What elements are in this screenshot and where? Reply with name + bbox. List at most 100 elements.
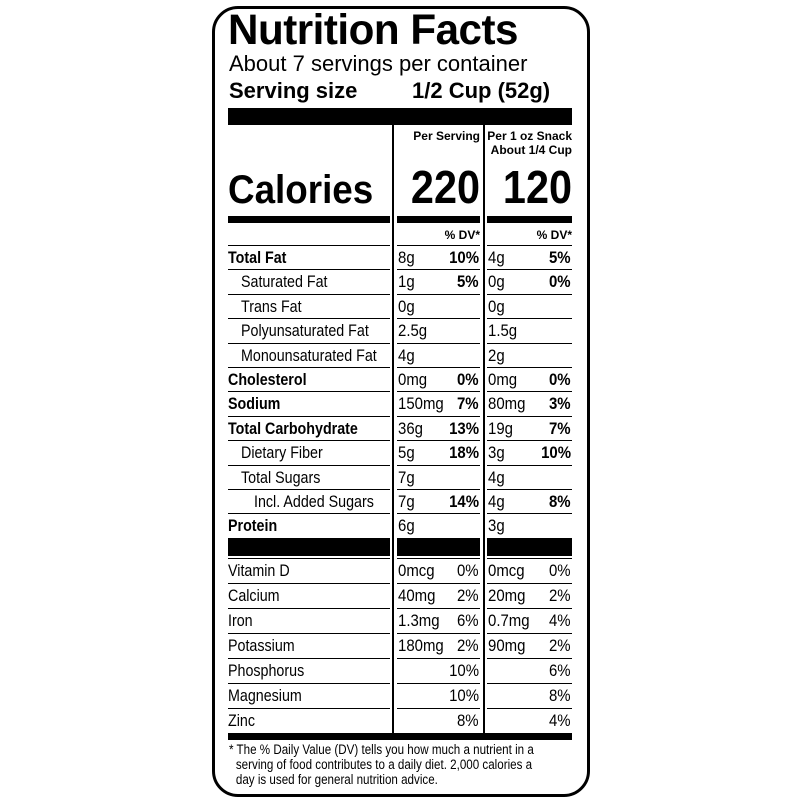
per-serving-cell: 0g	[397, 293, 480, 318]
per-snack-dv: 0%	[549, 561, 571, 580]
per-snack-cell: 4%	[487, 708, 572, 733]
per-serving-dv: 7%	[457, 394, 479, 414]
nutrient-row: Polyunsaturated Fat	[228, 318, 390, 342]
calories-label: Calories	[228, 168, 374, 212]
per-serving-amount: 40mg	[398, 586, 436, 605]
per-serving-cell: 7g	[397, 464, 480, 489]
per-serving-cell: 8g 10%	[397, 245, 480, 269]
nutrient-name: Magnesium	[228, 686, 302, 705]
nutrient-name: Cholesterol	[228, 370, 307, 389]
per-serving-dv: 0%	[457, 370, 479, 389]
per-serving-cell: 1g 5%	[397, 269, 480, 293]
col1-header: Per Serving	[397, 129, 480, 143]
nutrient-row: Trans Fat	[228, 293, 390, 318]
per-serving-cell: 4g	[397, 342, 480, 367]
nutrient-row: Sodium	[228, 391, 390, 415]
per-snack-amount: 3g	[488, 443, 505, 463]
col1-header-line: Per Serving	[413, 129, 480, 143]
vitamin-row: Phosphorus	[228, 658, 390, 683]
per-snack-amount: 20mg	[488, 586, 526, 605]
per-serving-dv: 0%	[457, 561, 479, 580]
per-snack-amount: 4g	[488, 492, 505, 511]
per-snack-amount: 0mg	[488, 370, 518, 389]
nutrient-row: Dietary Fiber	[228, 440, 390, 464]
per-serving-dv: 14%	[449, 492, 479, 511]
per-serving-dv: 10%	[449, 661, 479, 680]
per-serving-amount: 1g	[398, 272, 415, 292]
col2-header-line2: About 1/4 Cup	[490, 143, 572, 157]
per-snack-amount: 0.7mg	[488, 611, 530, 630]
nutrient-name: Calcium	[228, 586, 280, 605]
per-serving-dv: 13%	[449, 418, 479, 438]
per-serving-cell: 10%	[397, 658, 480, 683]
per-snack-dv: 8%	[549, 492, 571, 511]
per-snack-dv: 0%	[549, 370, 571, 389]
per-snack-dv: 6%	[549, 661, 571, 680]
footnote-line: * The % Daily Value (DV) tells you how m…	[229, 742, 534, 757]
footnote-line: day is used for general nutrition advice…	[235, 772, 438, 787]
divider-footer	[228, 733, 572, 740]
per-snack-cell: 4g	[487, 464, 572, 489]
per-snack-cell: 90mg 2%	[487, 633, 572, 658]
divider-calories-2	[397, 216, 480, 223]
per-serving-cell: 0mg 0%	[397, 367, 480, 391]
per-snack-cell: 0mcg 0%	[487, 558, 572, 583]
per-snack-cell: 80mg 3%	[487, 391, 572, 415]
per-snack-dv: 2%	[549, 636, 571, 655]
divider-calories-1	[228, 216, 390, 223]
nutrient-row: Cholesterol	[228, 367, 390, 391]
per-serving-cell: 7g 14%	[397, 489, 480, 513]
per-serving-amount: 0g	[398, 296, 415, 316]
nutrient-name: Monounsaturated Fat	[241, 345, 377, 365]
per-snack-cell: 3g	[487, 513, 572, 537]
per-snack-cell: 4g 5%	[487, 245, 572, 269]
per-serving-cell: 0mcg 0%	[397, 558, 480, 583]
nutrient-name: Phosphorus	[228, 661, 305, 680]
nutrient-row: Total Sugars	[228, 464, 390, 489]
per-snack-dv: 7%	[549, 418, 571, 438]
per-serving-cell: 5g 18%	[397, 440, 480, 464]
per-serving-dv: 2%	[457, 586, 479, 605]
serving-size-label: Serving size	[229, 78, 358, 103]
per-snack-dv: 3%	[549, 394, 571, 414]
per-serving-amount: 7g	[398, 467, 415, 487]
per-snack-cell: 2g	[487, 342, 572, 367]
vitamin-row: Iron	[228, 608, 390, 633]
per-serving-dv: 6%	[457, 611, 479, 630]
per-snack-amount: 90mg	[488, 636, 526, 655]
nutrient-name: Incl. Added Sugars	[254, 492, 374, 511]
col2-header-line1: Per 1 oz Snack	[487, 129, 572, 143]
nutrient-row: Total Fat	[228, 245, 390, 269]
per-serving-amount: 36g	[398, 418, 423, 438]
nutrient-name: Dietary Fiber	[241, 443, 323, 463]
calories-per-serving: 220	[410, 161, 480, 213]
per-serving-cell: 36g 13%	[397, 415, 480, 440]
nutrient-name: Total Sugars	[241, 467, 321, 487]
per-serving-dv: 2%	[457, 636, 479, 655]
nutrient-name: Trans Fat	[241, 296, 302, 316]
per-snack-cell: 0.7mg 4%	[487, 608, 572, 633]
per-snack-cell: 6%	[487, 658, 572, 683]
per-snack-cell: 20mg 2%	[487, 583, 572, 608]
footnote-line: serving of food contributes to a daily d…	[235, 757, 533, 772]
per-snack-dv: 10%	[541, 443, 571, 463]
col2-dv-header: % DV*	[536, 228, 572, 242]
per-serving-dv: 10%	[449, 248, 479, 267]
nutrient-row: Incl. Added Sugars	[228, 489, 390, 513]
nutrient-row: Protein	[228, 513, 390, 537]
nutrient-name: Zinc	[228, 711, 255, 730]
per-serving-cell: 1.3mg 6%	[397, 608, 480, 633]
calories-per-snack: 120	[502, 161, 572, 213]
per-snack-dv: 4%	[549, 711, 571, 730]
per-snack-amount: 0g	[488, 296, 505, 316]
per-serving-amount: 7g	[398, 492, 415, 511]
per-serving-amount: 5g	[398, 443, 415, 463]
per-snack-dv: 4%	[549, 611, 571, 630]
nutrient-row: Total Carbohydrate	[228, 415, 390, 440]
per-snack-amount: 80mg	[488, 394, 526, 414]
nutrient-name: Total Fat	[228, 248, 287, 267]
per-serving-cell: 2.5g	[397, 318, 480, 342]
nutrient-name: Vitamin D	[228, 561, 290, 580]
nutrient-name: Sodium	[228, 394, 281, 414]
nutrient-name: Potassium	[228, 636, 295, 655]
